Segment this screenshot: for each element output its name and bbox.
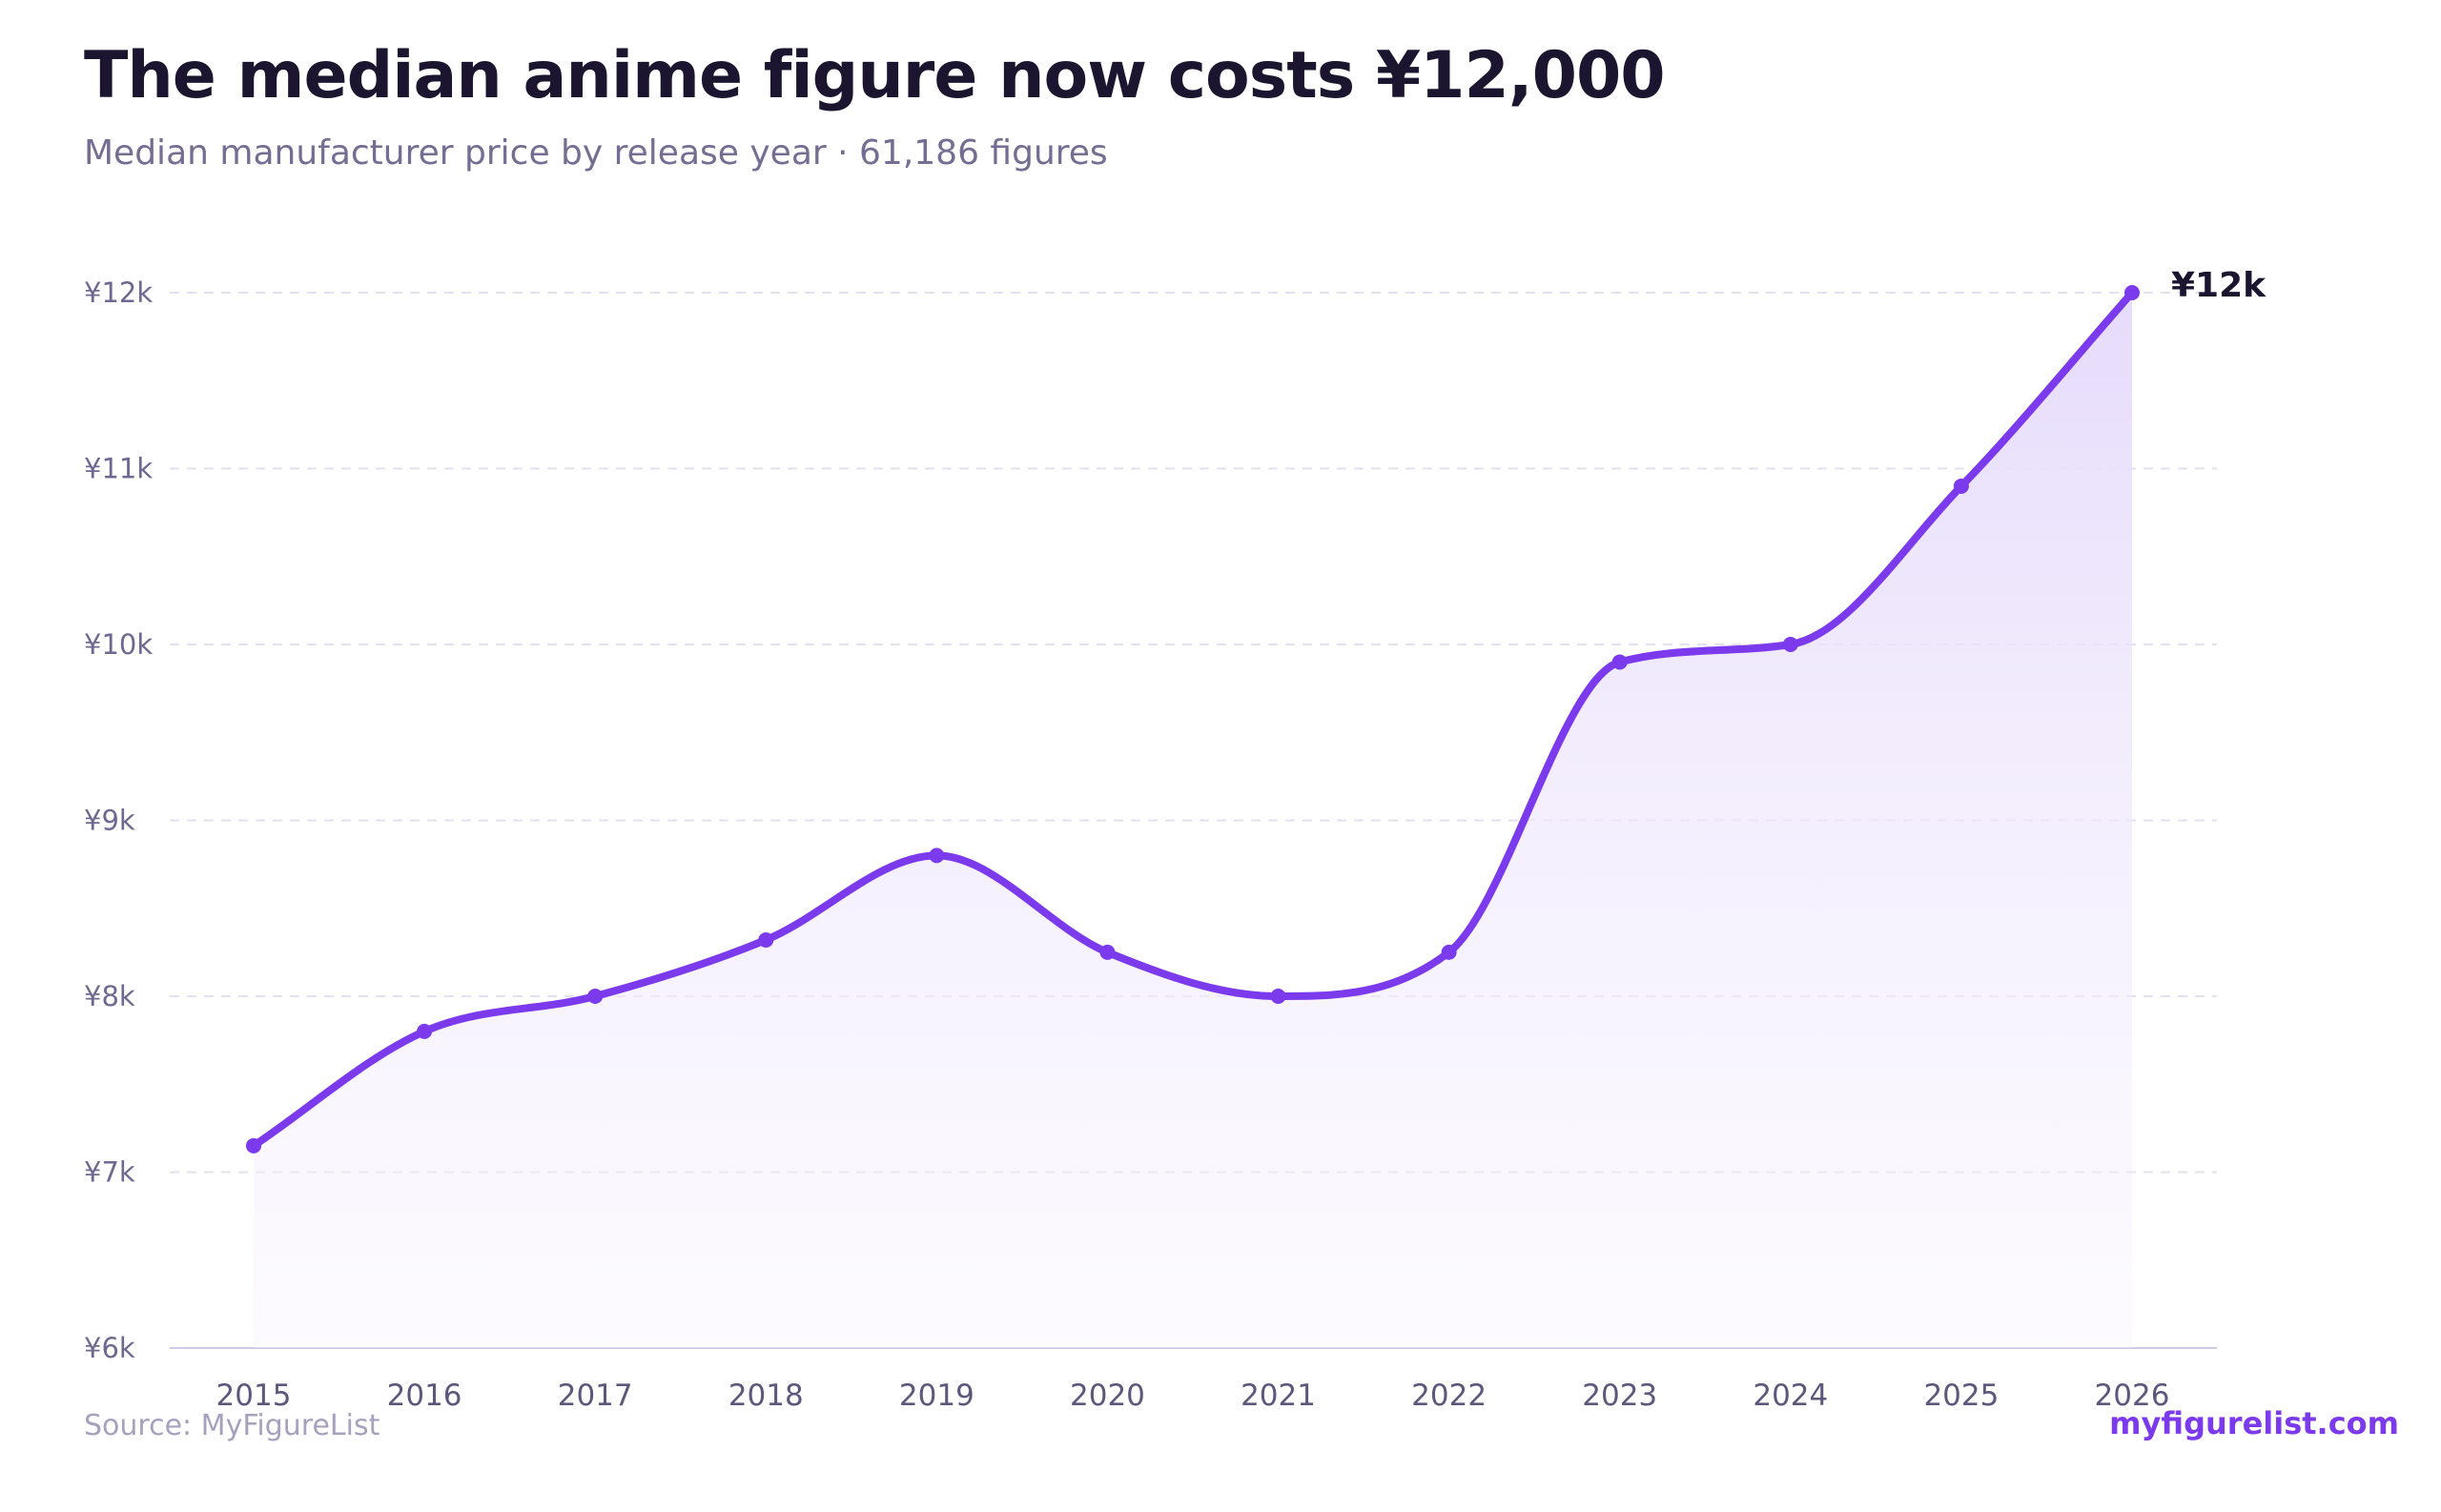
data-point-2020 — [1099, 944, 1116, 960]
x-tick-label-2016: 2016 — [387, 1379, 462, 1413]
data-point-2025 — [1953, 478, 1969, 494]
x-tick-label-2024: 2024 — [1753, 1379, 1828, 1413]
x-tick-label-2021: 2021 — [1241, 1379, 1316, 1413]
x-tick-label-2025: 2025 — [1923, 1379, 1999, 1413]
data-point-2022 — [1441, 944, 1457, 960]
data-point-2019 — [929, 848, 945, 864]
x-tick-label-2022: 2022 — [1411, 1379, 1487, 1413]
data-points — [246, 285, 2140, 1154]
data-point-2026 — [2124, 285, 2140, 300]
y-tick-label-12000: ¥12k — [84, 276, 153, 309]
y-tick-label-10000: ¥10k — [84, 628, 153, 661]
chart-subtitle: Median manufacturer price by release yea… — [84, 133, 1108, 173]
data-point-2024 — [1782, 637, 1798, 652]
end-value-label: ¥12k — [2171, 266, 2267, 305]
y-tick-label-7000: ¥7k — [84, 1156, 135, 1189]
chart-title: The median anime figure now costs ¥12,00… — [84, 38, 1666, 113]
x-tick-label-2017: 2017 — [558, 1379, 633, 1413]
x-tick-label-2018: 2018 — [728, 1379, 804, 1413]
annotations: ¥12k — [2171, 266, 2267, 305]
data-point-2021 — [1270, 989, 1286, 1004]
x-tick-label-2020: 2020 — [1070, 1379, 1145, 1413]
x-axis-labels: 2015 2016 2017 2018 2019 2020 2021 2022 2023 2024… — [216, 1379, 2170, 1413]
brand-link[interactable]: myfigurelist.com — [2109, 1405, 2399, 1441]
data-point-2016 — [417, 1023, 433, 1039]
x-tick-label-2015: 2015 — [216, 1379, 292, 1413]
data-point-2018 — [758, 931, 774, 948]
y-axis-labels: ¥6k ¥7k ¥8k ¥9k ¥10k ¥11k ¥12k — [84, 276, 153, 1364]
y-tick-label-11000: ¥11k — [84, 453, 153, 485]
data-point-2023 — [1611, 654, 1628, 670]
y-tick-label-9000: ¥9k — [84, 805, 135, 837]
data-point-2015 — [246, 1137, 261, 1154]
x-tick-label-2026: 2026 — [2095, 1379, 2170, 1413]
y-tick-label-8000: ¥8k — [84, 980, 135, 1012]
area-fill-group — [254, 293, 2132, 1348]
source-note: Source: MyFigureList — [84, 1409, 380, 1442]
area-fill — [254, 293, 2132, 1348]
x-tick-label-2019: 2019 — [899, 1379, 974, 1413]
x-tick-label-2023: 2023 — [1582, 1379, 1657, 1413]
data-point-2017 — [587, 989, 604, 1004]
y-tick-label-6000: ¥6k — [84, 1332, 135, 1364]
